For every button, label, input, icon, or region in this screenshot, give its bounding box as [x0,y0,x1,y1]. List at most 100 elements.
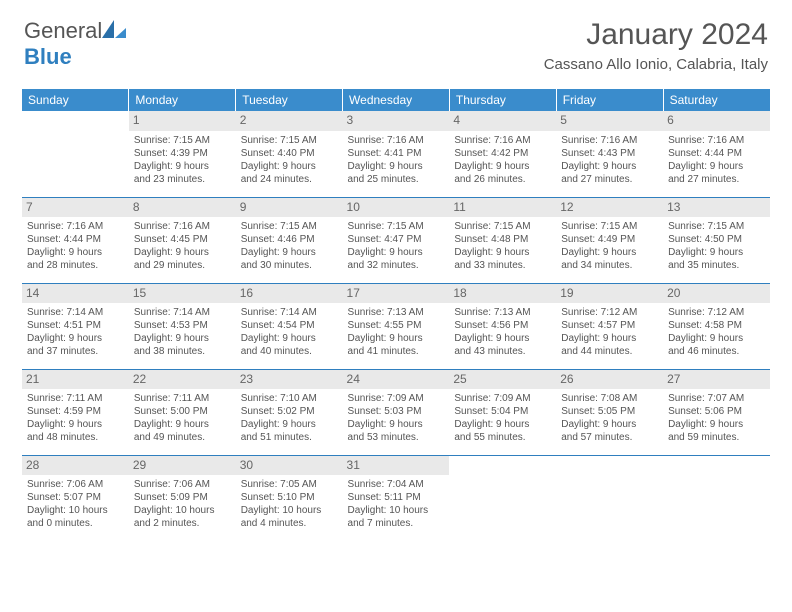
sunset-text: Sunset: 5:00 PM [134,405,231,418]
sunrise-text: Sunrise: 7:13 AM [454,306,551,319]
daylight2-text: and 25 minutes. [348,173,445,186]
daylight1-text: Daylight: 9 hours [454,418,551,431]
sunrise-text: Sunrise: 7:09 AM [348,392,445,405]
sunrise-text: Sunrise: 7:14 AM [241,306,338,319]
day-number: 13 [663,198,770,218]
calendar-row: 7Sunrise: 7:16 AMSunset: 4:44 PMDaylight… [22,197,770,283]
sunset-text: Sunset: 4:44 PM [27,233,124,246]
daylight1-text: Daylight: 9 hours [134,246,231,259]
daylight2-text: and 48 minutes. [27,431,124,444]
sunset-text: Sunset: 4:54 PM [241,319,338,332]
sunrise-text: Sunrise: 7:08 AM [561,392,658,405]
daylight2-text: and 30 minutes. [241,259,338,272]
day-number: 21 [22,370,129,390]
brand-logo: General Blue [24,18,126,70]
calendar-cell: 11Sunrise: 7:15 AMSunset: 4:48 PMDayligh… [449,197,556,283]
sunset-text: Sunset: 4:58 PM [668,319,765,332]
calendar-cell: 19Sunrise: 7:12 AMSunset: 4:57 PMDayligh… [556,283,663,369]
calendar-cell: 20 Sunrise: 7:12 AMSunset: 4:58 PMDayligh… [663,283,770,369]
day-header: Sunday [22,89,129,111]
sunrise-text: Sunrise: 7:14 AM [27,306,124,319]
day-number: 17 [343,284,450,304]
calendar-cell: 25Sunrise: 7:09 AMSunset: 5:04 PMDayligh… [449,369,556,455]
daylight2-text: and 23 minutes. [134,173,231,186]
day-number: 6 [663,111,770,131]
daylight1-text: Daylight: 9 hours [348,332,445,345]
sunrise-text: Sunrise: 7:16 AM [561,134,658,147]
sunrise-text: Sunrise: 7:12 AM [668,306,765,319]
daylight2-text: and 34 minutes. [561,259,658,272]
daylight1-text: Daylight: 9 hours [241,418,338,431]
day-header: Friday [556,89,663,111]
calendar-row: 14Sunrise: 7:14 AMSunset: 4:51 PMDayligh… [22,283,770,369]
daylight1-text: Daylight: 9 hours [348,160,445,173]
daylight1-text: Daylight: 10 hours [134,504,231,517]
daylight1-text: Daylight: 9 hours [561,246,658,259]
daylight2-text: and 46 minutes. [668,345,765,358]
daylight1-text: Daylight: 9 hours [27,332,124,345]
calendar-cell: 18Sunrise: 7:13 AMSunset: 4:56 PMDayligh… [449,283,556,369]
calendar-cell: 14 Sunrise: 7:14 AMSunset: 4:51 PMDayligh… [22,283,129,369]
daylight2-text: and 57 minutes. [561,431,658,444]
daylight1-text: Daylight: 9 hours [241,246,338,259]
day-number: 5 [556,111,663,131]
sunrise-text: Sunrise: 7:15 AM [454,220,551,233]
day-number: 14 [22,284,129,304]
calendar-cell: 1Sunrise: 7:15 AMSunset: 4:39 PMDaylight… [129,111,236,197]
sunrise-text: Sunrise: 7:04 AM [348,478,445,491]
sunrise-text: Sunrise: 7:11 AM [134,392,231,405]
day-number: 20 [663,284,770,304]
day-number: 27 [663,370,770,390]
calendar-cell: 7Sunrise: 7:16 AMSunset: 4:44 PMDaylight… [22,197,129,283]
calendar-cell: 3Sunrise: 7:16 AMSunset: 4:41 PMDaylight… [343,111,450,197]
sunrise-text: Sunrise: 7:16 AM [668,134,765,147]
sunset-text: Sunset: 5:06 PM [668,405,765,418]
daylight2-text: and 55 minutes. [454,431,551,444]
sunset-text: Sunset: 4:55 PM [348,319,445,332]
sunrise-text: Sunrise: 7:16 AM [454,134,551,147]
sunset-text: Sunset: 4:46 PM [241,233,338,246]
daylight2-text: and 37 minutes. [27,345,124,358]
daylight2-text: and 2 minutes. [134,517,231,530]
daylight1-text: Daylight: 9 hours [668,332,765,345]
day-number: 22 [129,370,236,390]
daylight2-text: and 27 minutes. [561,173,658,186]
calendar-row: 1Sunrise: 7:15 AMSunset: 4:39 PMDaylight… [22,111,770,197]
daylight2-text: and 41 minutes. [348,345,445,358]
sail-icon [102,20,126,38]
day-number: 8 [129,198,236,218]
daylight2-text: and 4 minutes. [241,517,338,530]
daylight2-text: and 38 minutes. [134,345,231,358]
daylight2-text: and 26 minutes. [454,173,551,186]
calendar-cell: 24Sunrise: 7:09 AMSunset: 5:03 PMDayligh… [343,369,450,455]
sunset-text: Sunset: 5:11 PM [348,491,445,504]
calendar-cell: 28Sunrise: 7:06 AMSunset: 5:07 PMDayligh… [22,455,129,541]
day-number: 18 [449,284,556,304]
day-number: 12 [556,198,663,218]
sunrise-text: Sunrise: 7:11 AM [27,392,124,405]
daylight2-text: and 49 minutes. [134,431,231,444]
day-number: 9 [236,198,343,218]
day-number: 11 [449,198,556,218]
sunrise-text: Sunrise: 7:07 AM [668,392,765,405]
daylight1-text: Daylight: 10 hours [241,504,338,517]
daylight2-text: and 44 minutes. [561,345,658,358]
calendar-cell: 9Sunrise: 7:15 AMSunset: 4:46 PMDaylight… [236,197,343,283]
calendar-cell: 23Sunrise: 7:10 AMSunset: 5:02 PMDayligh… [236,369,343,455]
sunset-text: Sunset: 4:45 PM [134,233,231,246]
sunrise-text: Sunrise: 7:15 AM [241,134,338,147]
day-header: Tuesday [236,89,343,111]
calendar-cell [556,455,663,541]
calendar-cell: 10Sunrise: 7:15 AMSunset: 4:47 PMDayligh… [343,197,450,283]
daylight2-text: and 28 minutes. [27,259,124,272]
calendar-cell [22,111,129,197]
calendar-cell: 4Sunrise: 7:16 AMSunset: 4:42 PMDaylight… [449,111,556,197]
daylight2-text: and 43 minutes. [454,345,551,358]
daylight1-text: Daylight: 9 hours [134,418,231,431]
daylight2-text: and 53 minutes. [348,431,445,444]
sunrise-text: Sunrise: 7:16 AM [348,134,445,147]
day-number: 19 [556,284,663,304]
daylight1-text: Daylight: 9 hours [561,160,658,173]
sunset-text: Sunset: 4:51 PM [27,319,124,332]
daylight1-text: Daylight: 9 hours [454,160,551,173]
